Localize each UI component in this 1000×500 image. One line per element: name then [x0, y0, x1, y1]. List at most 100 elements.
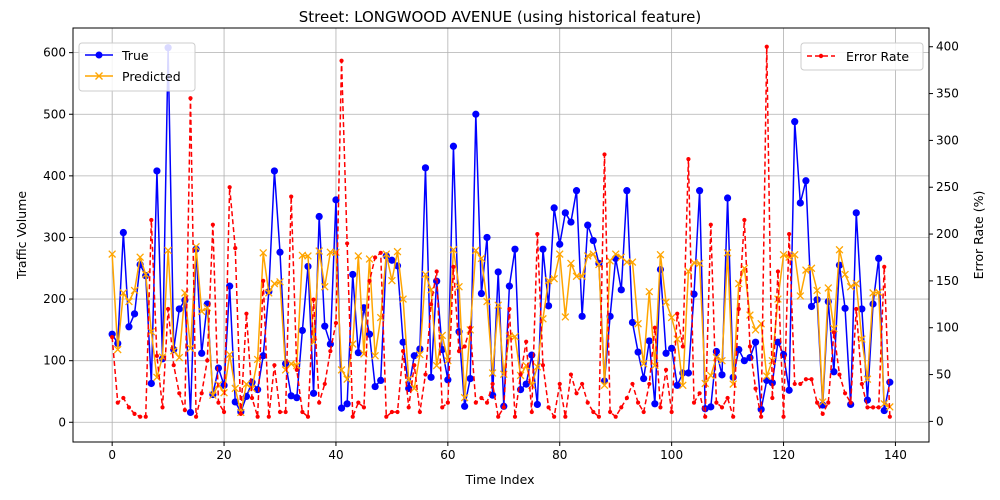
predicted-point — [119, 289, 128, 297]
predicted-point — [555, 250, 564, 258]
predicted-point — [796, 292, 805, 300]
true-point — [354, 349, 362, 357]
predicted-point — [841, 270, 849, 279]
x-tick-label: 140 — [884, 448, 907, 462]
error-rate-point — [233, 246, 238, 251]
error-rate-point — [199, 391, 204, 396]
true-point — [830, 368, 838, 376]
predicted-point — [477, 254, 486, 263]
true-point — [863, 396, 872, 404]
error-rate-point — [865, 405, 870, 410]
error-rate-point — [110, 334, 115, 340]
true-point — [572, 187, 581, 195]
error-rate-point — [518, 372, 523, 377]
error-rate-point — [854, 306, 859, 312]
error-rate-point — [456, 349, 462, 354]
true-point — [640, 374, 648, 383]
true-point — [287, 392, 295, 400]
true-point — [472, 110, 480, 118]
error-rate-point — [143, 414, 148, 419]
error-rate-point — [691, 400, 697, 405]
predicted-point — [164, 246, 172, 255]
predicted-point — [824, 284, 833, 292]
error-rate-point — [210, 222, 215, 227]
predicted-point — [371, 351, 379, 360]
legend-true-marker — [95, 51, 103, 59]
true-point — [796, 199, 804, 207]
y-left-tick-label: 400 — [43, 169, 66, 183]
predicted-point — [746, 311, 754, 319]
true-point — [293, 394, 301, 402]
predicted-point — [863, 375, 872, 384]
error-rate-point — [373, 255, 378, 260]
error-rate-point — [798, 381, 803, 387]
chart-title: Street: LONGWOOD AVENUE (using historica… — [299, 8, 702, 26]
error-rate-point — [367, 278, 372, 283]
predicted-point — [645, 287, 654, 296]
predicted-point — [634, 319, 642, 328]
true-point — [119, 228, 127, 237]
true-point — [723, 194, 732, 202]
predicted-point — [432, 361, 441, 370]
x-axis-ticks: 0 20 40 60 80 100 120 140 — [108, 442, 907, 462]
predicted-point — [483, 297, 491, 306]
legend-error-marker — [818, 53, 824, 59]
true-point — [668, 344, 676, 352]
true-point — [276, 248, 284, 256]
true-point — [130, 310, 139, 318]
error-rate-point — [848, 400, 853, 405]
error-rate-point — [540, 363, 546, 368]
error-rate-point — [311, 297, 316, 302]
true-point — [349, 270, 357, 279]
error-rate-point — [395, 409, 400, 415]
predicted-point — [326, 248, 335, 257]
error-rate-point — [859, 381, 864, 387]
predicted-point — [639, 359, 648, 368]
error-rate-point — [188, 96, 193, 101]
error-rate-point — [619, 405, 624, 410]
error-rate-point — [227, 185, 232, 190]
true-point — [343, 400, 351, 408]
error-rate-point — [535, 231, 540, 237]
error-rate-point — [831, 330, 836, 335]
error-rate-point — [412, 363, 417, 368]
error-rate-point — [870, 405, 876, 410]
predicted-point — [544, 276, 553, 285]
y-left-axis-ticks: 0 100 200 300 400 500 600 — [43, 46, 73, 429]
x-tick-label: 20 — [216, 448, 231, 462]
predicted-point — [589, 250, 598, 258]
error-rate-point — [322, 381, 327, 387]
true-point — [153, 167, 161, 175]
true-point — [880, 406, 888, 415]
error-rate-point — [468, 325, 473, 330]
true-point — [589, 236, 597, 245]
true-point — [802, 177, 810, 185]
true-point — [651, 400, 659, 408]
error-rate-point — [205, 358, 210, 363]
true-point — [807, 302, 816, 311]
grid-lines — [73, 28, 929, 442]
plot-frame — [72, 27, 930, 443]
series-true — [108, 44, 894, 417]
y-left-tick-label: 500 — [43, 107, 66, 121]
predicted-point — [511, 332, 519, 341]
error-rate-point — [770, 395, 775, 401]
error-rate-point — [585, 400, 590, 405]
error-rate-point — [445, 400, 450, 405]
error-rate-point — [244, 311, 249, 316]
error-rate-point — [512, 414, 518, 419]
predicted-point — [147, 327, 156, 336]
predicted-point — [382, 250, 391, 258]
predicted-point — [583, 252, 592, 260]
error-rate-point — [635, 400, 641, 405]
error-rate-point — [792, 381, 797, 387]
error-rate-point — [546, 405, 551, 410]
predicted-point — [611, 250, 620, 258]
error-rate-point — [697, 391, 702, 396]
y-left-tick-label: 200 — [43, 292, 66, 306]
predicted-point — [449, 245, 458, 254]
error-rate-point — [731, 414, 736, 419]
y-right-tick-label: 300 — [936, 133, 959, 147]
error-rate-line — [111, 45, 891, 418]
y-left-tick-label: 100 — [43, 354, 66, 368]
